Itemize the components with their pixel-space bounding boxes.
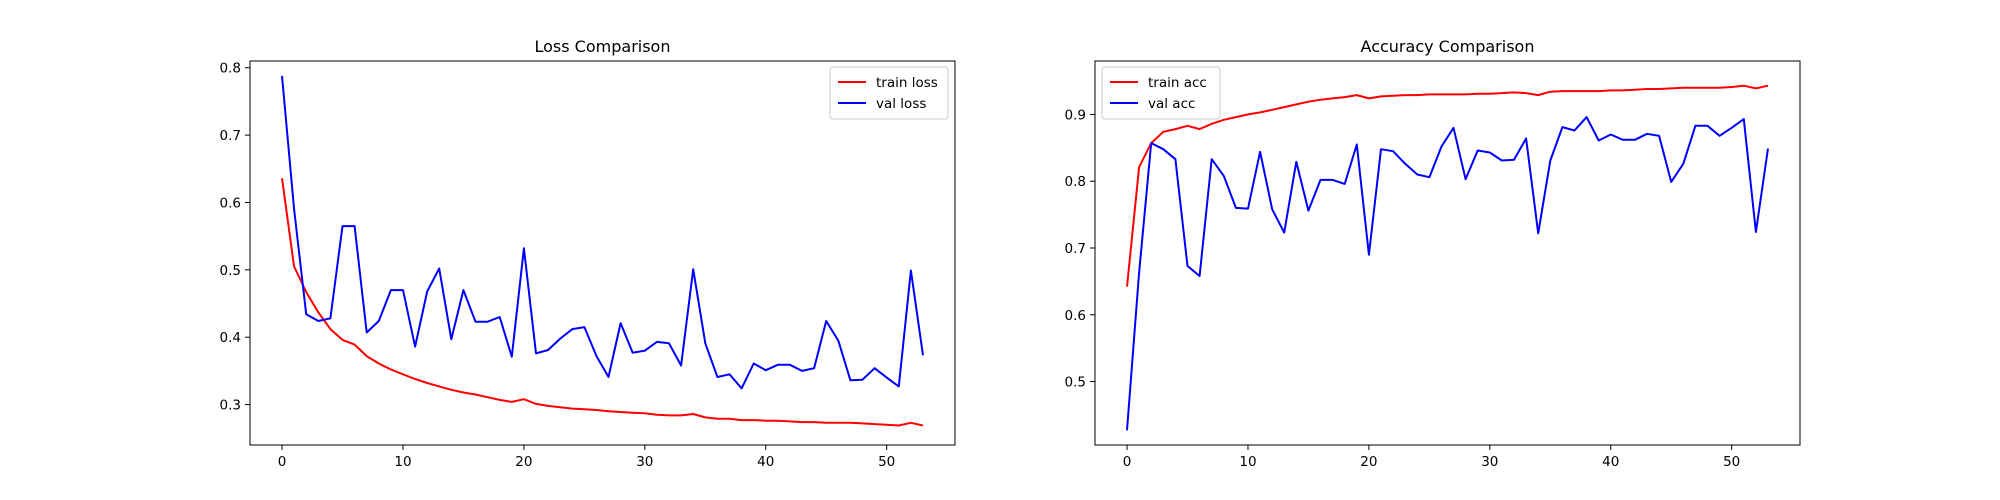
loss-plot-frame: [249, 60, 956, 446]
accuracy-chart: Accuracy Comparison 0 10 20 30 40 50 0.5 0.6 0.7…: [1065, 37, 1801, 470]
loss-series-val-loss-line: [281, 75, 924, 390]
loss-x-tick-label: 10: [394, 454, 411, 470]
accuracy-legend-label-val-acc: val acc: [1148, 96, 1195, 112]
loss-x-tick-label: 20: [515, 454, 532, 470]
accuracy-legend-label-train-acc: train acc: [1148, 75, 1207, 91]
loss-y-tick-label: 0.4: [220, 330, 241, 346]
accuracy-y-tick-label: 0.7: [1065, 241, 1086, 257]
loss-legend-label-val-loss: val loss: [876, 96, 926, 112]
accuracy-x-tick-label: 10: [1239, 454, 1256, 470]
loss-x-tick-label: 0: [278, 454, 287, 470]
accuracy-plot-frame: [1094, 60, 1801, 446]
accuracy-y-tick-label: 0.8: [1065, 174, 1086, 190]
loss-x-tick-label: 50: [878, 454, 895, 470]
accuracy-y-tick-label: 0.9: [1065, 107, 1086, 123]
accuracy-x-tick-label: 30: [1481, 454, 1498, 470]
loss-y-tick-label: 0.3: [220, 398, 241, 414]
loss-series-train-loss-line: [281, 178, 924, 427]
accuracy-y-tick-label: 0.5: [1065, 375, 1086, 391]
loss-y-tick-label: 0.8: [220, 61, 241, 77]
loss-legend-box: [829, 66, 949, 120]
loss-legend-label-train-loss: train loss: [876, 75, 938, 91]
loss-y-tick-label: 0.7: [220, 128, 241, 144]
accuracy-x-tick-label: 0: [1123, 454, 1132, 470]
accuracy-y-tick-label: 0.6: [1065, 308, 1086, 324]
accuracy-legend: train acc val acc: [1101, 66, 1221, 120]
accuracy-legend-box: [1101, 66, 1221, 120]
accuracy-chart-title: Accuracy Comparison: [1361, 37, 1535, 56]
loss-legend: train loss val loss: [829, 66, 949, 120]
loss-chart-title: Loss Comparison: [535, 37, 671, 56]
loss-x-tick-label: 40: [757, 454, 774, 470]
loss-chart: Loss Comparison 0 10 20 30 40 50 0.3 0.4 0.5 0.6 0…: [220, 37, 956, 470]
accuracy-x-tick-label: 40: [1602, 454, 1619, 470]
accuracy-x-tick-label: 50: [1723, 454, 1740, 470]
loss-x-tick-label: 30: [636, 454, 653, 470]
accuracy-series-val-acc-line: [1126, 116, 1769, 431]
accuracy-x-tick-label: 20: [1360, 454, 1377, 470]
accuracy-series-train-acc-line: [1126, 84, 1769, 287]
loss-y-tick-label: 0.5: [220, 263, 241, 279]
loss-y-tick-label: 0.6: [220, 195, 241, 211]
